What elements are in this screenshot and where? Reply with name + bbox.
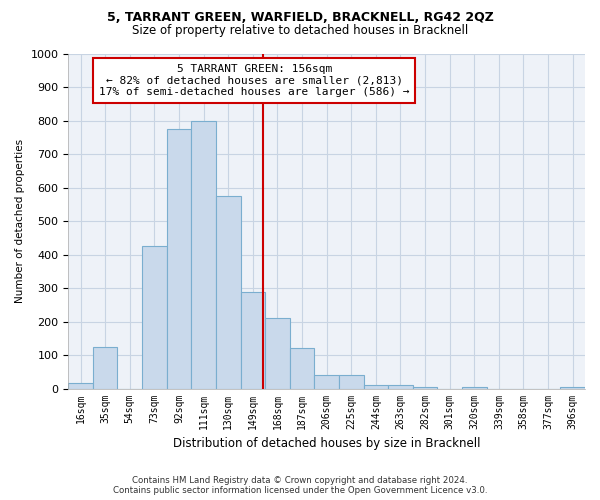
Text: 5 TARRANT GREEN: 156sqm
← 82% of detached houses are smaller (2,813)
17% of semi: 5 TARRANT GREEN: 156sqm ← 82% of detache… — [99, 64, 410, 97]
X-axis label: Distribution of detached houses by size in Bracknell: Distribution of detached houses by size … — [173, 437, 481, 450]
Bar — [191, 121, 216, 388]
Bar — [167, 130, 191, 388]
Bar — [68, 383, 93, 388]
Bar — [142, 246, 167, 388]
Bar — [265, 318, 290, 388]
Bar — [241, 292, 265, 388]
Bar — [314, 375, 339, 388]
Text: Size of property relative to detached houses in Bracknell: Size of property relative to detached ho… — [132, 24, 468, 37]
Bar — [216, 196, 241, 388]
Text: 5, TARRANT GREEN, WARFIELD, BRACKNELL, RG42 2QZ: 5, TARRANT GREEN, WARFIELD, BRACKNELL, R… — [107, 11, 493, 24]
Bar — [560, 387, 585, 388]
Bar — [413, 387, 437, 388]
Text: Contains HM Land Registry data © Crown copyright and database right 2024.
Contai: Contains HM Land Registry data © Crown c… — [113, 476, 487, 495]
Y-axis label: Number of detached properties: Number of detached properties — [15, 139, 25, 304]
Bar — [93, 346, 118, 389]
Bar — [462, 387, 487, 388]
Bar — [339, 375, 364, 388]
Bar — [388, 385, 413, 388]
Bar — [290, 348, 314, 389]
Bar — [364, 384, 388, 388]
